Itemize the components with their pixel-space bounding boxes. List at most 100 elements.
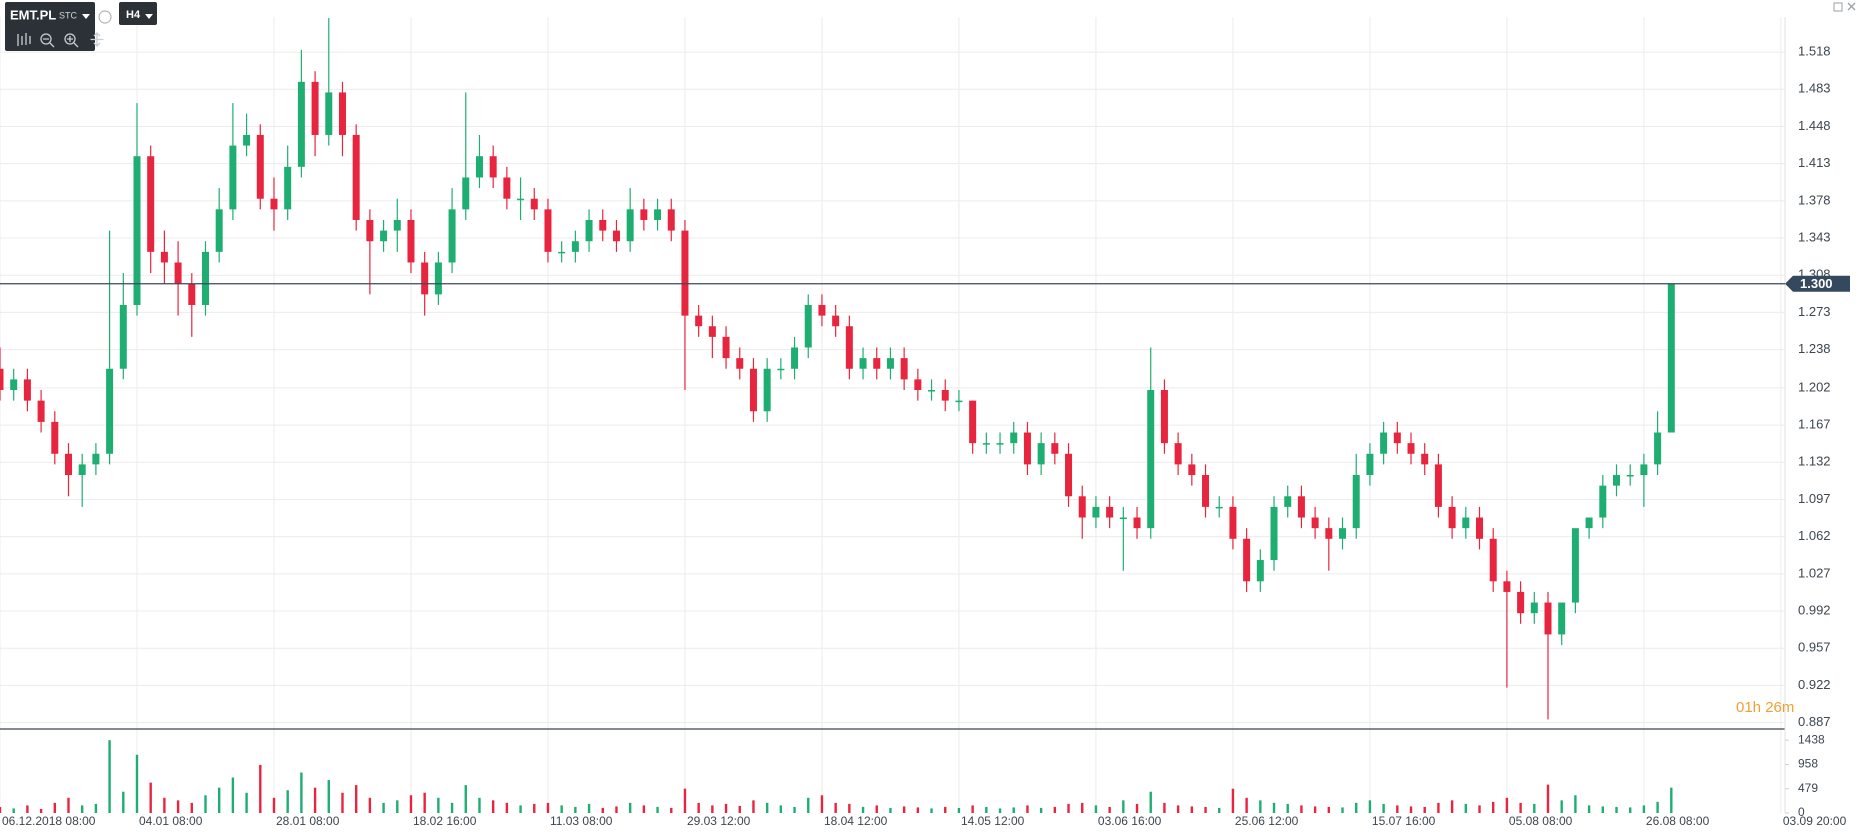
- pan-icon[interactable]: [90, 32, 104, 47]
- y-tick-label: 0.992: [1798, 602, 1831, 617]
- volume-bar: [670, 807, 673, 813]
- y-tick-label: 0.887: [1798, 714, 1831, 729]
- volume-bar: [1574, 795, 1577, 813]
- grid: [0, 17, 1785, 813]
- dropdown-arrow[interactable]: [82, 14, 90, 19]
- volume-bar: [176, 800, 180, 813]
- current-price-label: 1.300: [1800, 276, 1833, 291]
- interval[interactable]: H4: [126, 9, 141, 21]
- candle-body: [626, 209, 634, 242]
- zoom-in-icon[interactable]: [64, 33, 76, 45]
- volume-bar: [354, 785, 358, 813]
- volume-bar: [1409, 806, 1413, 813]
- volume-bar: [1135, 803, 1139, 813]
- volume-bar: [587, 803, 591, 813]
- volume-bar: [382, 802, 385, 813]
- x-tick-label: 15.07 16:00: [1372, 814, 1436, 828]
- candle-body: [544, 209, 552, 252]
- candle-body: [1421, 453, 1429, 465]
- volume-bar: [1519, 802, 1522, 813]
- tool-icons: [17, 32, 104, 48]
- candle-body: [969, 400, 977, 444]
- x-tick-label: 05.08 08:00: [1509, 814, 1573, 828]
- candle-body: [1503, 581, 1511, 592]
- candle-body: [941, 390, 949, 401]
- candle-body: [599, 219, 607, 231]
- volume-bar: [423, 792, 426, 813]
- candle-body: [695, 315, 703, 327]
- volume-bar: [80, 805, 84, 813]
- volume-bar: [1231, 788, 1235, 813]
- x-tick-label: 14.05 12:00: [961, 814, 1025, 828]
- symbol[interactable]: EMT.PL: [10, 7, 56, 22]
- info-icon[interactable]: [98, 10, 112, 24]
- candle-body: [982, 443, 990, 445]
- volume-bar: [601, 807, 604, 813]
- close-icon[interactable]: [1847, 2, 1856, 11]
- volume-bar: [478, 797, 481, 813]
- volume-bar: [957, 807, 961, 813]
- volume-bar: [1067, 803, 1070, 813]
- y-tick-label: 1.448: [1798, 118, 1831, 133]
- zoom-out-icon[interactable]: [40, 33, 52, 45]
- indicators-icon[interactable]: [17, 33, 31, 46]
- candle-body: [1517, 591, 1525, 614]
- volume-bar: [1012, 807, 1015, 813]
- volume-bar: [1656, 801, 1659, 813]
- candle-body: [1229, 506, 1237, 539]
- volume-pane: [0, 740, 1673, 813]
- volume-bar: [1478, 805, 1481, 813]
- volume-bar: [628, 802, 632, 813]
- candle-body: [393, 219, 401, 231]
- volume-bar: [1601, 806, 1605, 813]
- interval-panel[interactable]: H4: [119, 2, 157, 25]
- candle-body: [859, 358, 867, 369]
- candle-body: [462, 177, 470, 210]
- x-tick-label: 04.01 08:00: [139, 814, 203, 828]
- zoom-out-icon-detail: [43, 38, 55, 48]
- candle-body: [530, 198, 538, 210]
- volume-bar: [656, 806, 659, 813]
- volume-bar: [1382, 803, 1385, 813]
- volume-bar: [1094, 805, 1098, 813]
- volume-bar: [1190, 806, 1194, 813]
- candle-body: [1037, 443, 1045, 465]
- volume-bar: [1218, 807, 1221, 813]
- volume-bar: [135, 754, 139, 813]
- candle-body: [1571, 528, 1579, 603]
- y-tick-label: 0.957: [1798, 640, 1831, 655]
- axes: 0.887 0.922 0.957 0.992 1.027 1.062 1.097 1.132…: [0, 17, 1850, 828]
- volume-bar: [752, 800, 755, 813]
- candle-body: [1311, 517, 1319, 529]
- candle-body: [1147, 390, 1155, 529]
- candle-body: [1558, 602, 1566, 635]
- candle-body: [229, 145, 237, 210]
- candle-body: [1448, 506, 1456, 529]
- candle-body: [886, 358, 894, 369]
- volume-bar: [409, 795, 413, 813]
- volume-bar: [560, 805, 563, 813]
- y-tick-label: 1.483: [1798, 81, 1831, 96]
- maximize-icon[interactable]: [1833, 2, 1843, 12]
- volume-bar: [505, 802, 509, 813]
- exchange[interactable]: STC: [59, 10, 78, 20]
- volume-bar: [450, 802, 454, 813]
- volume-bar: [902, 806, 906, 813]
- volume-bar: [341, 792, 344, 813]
- candle-body: [1202, 475, 1210, 507]
- volume-bar: [1341, 807, 1344, 813]
- volume-bar: [217, 787, 221, 813]
- volume-bar: [1272, 802, 1276, 813]
- volume-bar: [724, 803, 728, 813]
- candle-body: [1051, 443, 1059, 454]
- candle-body: [1654, 432, 1662, 465]
- candle-body: [92, 453, 100, 465]
- dropdown-arrow[interactable]: [145, 14, 153, 19]
- volume-bar: [697, 802, 700, 813]
- volume-bar: [1615, 806, 1618, 813]
- candle-body: [1010, 432, 1018, 444]
- candle-body: [0, 368, 4, 391]
- volume-bar: [875, 805, 878, 813]
- symbol-panel[interactable]: EMT.PL STC: [5, 2, 104, 51]
